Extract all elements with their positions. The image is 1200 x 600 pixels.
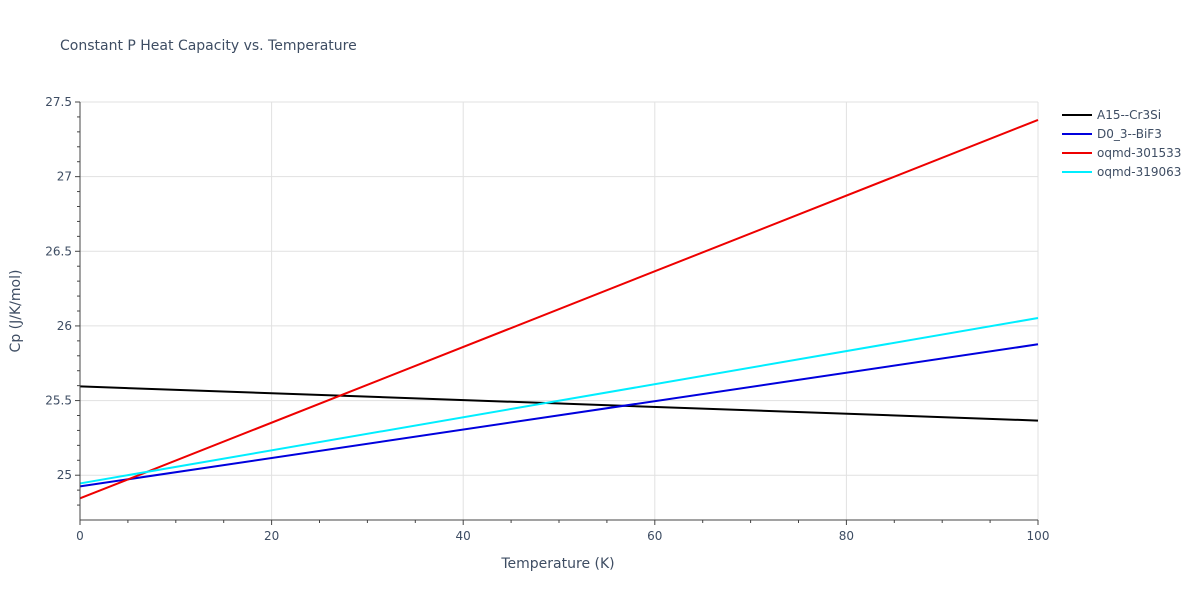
- legend-item[interactable]: oqmd-319063: [1062, 165, 1181, 179]
- grid: [80, 101, 1039, 520]
- x-axis-title: Temperature (K): [500, 556, 614, 572]
- y-tick-label: 25.5: [45, 394, 72, 408]
- x-tick-label: 0: [76, 529, 84, 543]
- y-axis-title: Cp (J/K/mol): [8, 270, 24, 353]
- series-line: [79, 343, 1039, 488]
- y-tick-label: 27: [57, 170, 72, 184]
- series-lines: [79, 118, 1039, 500]
- x-tick-label: 60: [647, 529, 662, 543]
- series-line: [79, 118, 1039, 500]
- series-line: [79, 385, 1039, 422]
- y-tick-label: 26: [57, 319, 72, 333]
- legend-label: A15--Cr3Si: [1097, 108, 1161, 122]
- x-tick-label: 40: [456, 529, 471, 543]
- axes: 0 20 40 60 80 100 25 25.5 26 26.5 27 27.5: [45, 95, 1049, 543]
- series-line: [79, 317, 1039, 485]
- y-tick-label: 26.5: [45, 244, 72, 258]
- legend-item[interactable]: oqmd-301533: [1062, 146, 1181, 160]
- legend-item[interactable]: A15--Cr3Si: [1062, 108, 1161, 122]
- x-tick-label: 80: [839, 529, 854, 543]
- x-tick-label: 20: [264, 529, 279, 543]
- legend-label: oqmd-319063: [1097, 165, 1181, 179]
- x-tick-label: 100: [1027, 529, 1050, 543]
- legend[interactable]: A15--Cr3Si D0_3--BiF3 oqmd-301533 oqmd-3190…: [1062, 108, 1181, 179]
- legend-label: D0_3--BiF3: [1097, 127, 1162, 141]
- legend-item[interactable]: D0_3--BiF3: [1062, 127, 1162, 141]
- legend-label: oqmd-301533: [1097, 146, 1181, 160]
- y-tick-label: 25: [57, 468, 72, 482]
- y-tick-label: 27.5: [45, 95, 72, 109]
- chart-title: Constant P Heat Capacity vs. Temperature: [60, 38, 357, 54]
